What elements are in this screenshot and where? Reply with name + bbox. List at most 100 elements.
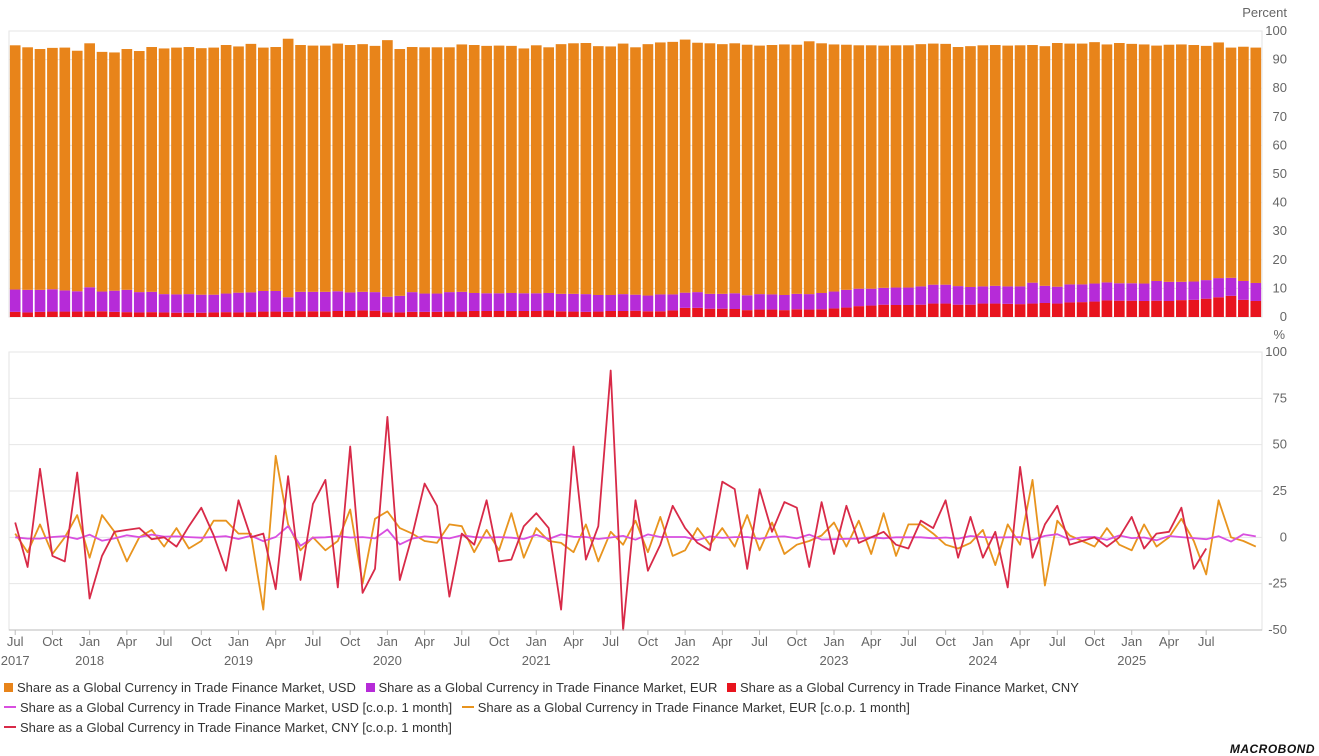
bar-cny (382, 312, 393, 317)
chart-svg: 0 10 20 30 40 50 60 70 80 90 100 Percent -50 -25 0 25 5… (1, 5, 1288, 668)
bar-eur (1200, 280, 1212, 299)
legend-entry-eur: Share as a Global Currency in Trade Fina… (365, 678, 717, 698)
bar-usd (940, 43, 951, 285)
bar-cny (853, 306, 865, 317)
bar-cny (183, 312, 195, 317)
bar-cny (878, 304, 889, 317)
bar-eur (754, 294, 765, 310)
bar-eur (1064, 284, 1076, 303)
bar-usd (890, 45, 902, 288)
bar-eur (592, 294, 604, 312)
bar-eur (1225, 277, 1237, 296)
x-month-label: Jul (305, 634, 322, 649)
bar-usd (692, 42, 703, 293)
bar-eur (952, 286, 964, 305)
bar-usd (530, 45, 542, 294)
bar-eur (481, 293, 492, 311)
bar-eur (729, 293, 741, 309)
x-month-label: Oct (340, 634, 361, 649)
bar-cny (1213, 297, 1224, 317)
bar-cny (927, 303, 939, 317)
bar-cny (841, 307, 852, 317)
bar-usd (1151, 45, 1162, 281)
bar-cny (729, 308, 741, 317)
x-month-label: Jan (228, 634, 249, 649)
bar-cny (890, 304, 902, 317)
bar-eur (1213, 278, 1224, 298)
bar-cny (1238, 299, 1249, 317)
bar-cny (1151, 300, 1162, 317)
bar-usd (394, 49, 406, 296)
bar-usd (1113, 43, 1125, 284)
bar-usd (915, 44, 927, 287)
bar-usd (617, 43, 629, 295)
bar-cny (754, 309, 765, 317)
bar-cny (481, 310, 492, 317)
bar-cny (865, 305, 877, 317)
bar-cny (320, 311, 331, 317)
macrobond-logo: MACROBOND (1229, 742, 1315, 756)
bar-cny (518, 310, 530, 317)
bar-usd (766, 45, 778, 295)
legend-swatch-cny-line (4, 726, 16, 728)
bar-eur (59, 290, 71, 312)
bar-eur (84, 287, 95, 312)
bar-cny (1089, 301, 1100, 317)
x-year-label: 2024 (968, 653, 997, 668)
bar-cny (456, 311, 468, 317)
bottom-y-tick-label: 25 (1273, 483, 1287, 498)
bar-cny (171, 312, 182, 317)
bar-cny (307, 311, 319, 317)
bottom-y-tick-label: 0 (1280, 529, 1287, 544)
bar-eur (1238, 280, 1249, 300)
bar-usd (679, 39, 691, 293)
legend-swatch-usd (4, 683, 13, 692)
bar-eur (71, 291, 83, 312)
bar-cny (1138, 300, 1150, 317)
bottom-y-tick-label: 50 (1273, 437, 1287, 452)
bar-cny (952, 304, 964, 317)
legend-label-usd: Share as a Global Currency in Trade Fina… (17, 680, 356, 695)
bar-usd (245, 43, 257, 293)
bar-cny (816, 309, 827, 317)
bar-eur (419, 293, 430, 312)
bar-usd (183, 47, 195, 295)
x-month-label: Jul (1049, 634, 1066, 649)
x-month-label: Apr (861, 634, 882, 649)
bar-usd (257, 47, 269, 291)
bar-eur (195, 294, 207, 313)
bar-usd (1250, 47, 1262, 283)
x-month-label: Jan (377, 634, 398, 649)
bar-cny (96, 311, 108, 317)
bar-eur (654, 294, 666, 312)
bar-eur (940, 284, 951, 304)
bar-eur (927, 284, 939, 304)
legend-swatch-cny (727, 683, 736, 692)
bar-eur (493, 293, 505, 311)
x-month-label: Oct (638, 634, 659, 649)
bar-cny (580, 311, 592, 317)
x-month-label: Jan (675, 634, 696, 649)
bar-eur (1151, 280, 1162, 301)
bar-eur (630, 294, 641, 311)
bar-cny (667, 310, 679, 317)
bar-usd (233, 46, 244, 293)
bar-eur (1188, 281, 1200, 300)
x-month-label: Apr (712, 634, 733, 649)
bar-usd (320, 45, 331, 292)
bar-eur (171, 294, 182, 313)
bar-usd (195, 48, 207, 295)
bar-usd (282, 38, 294, 298)
bar-cny (530, 310, 542, 317)
legend: Share as a Global Currency in Trade Fina… (4, 678, 1085, 738)
bar-eur (1027, 282, 1038, 304)
bar-cny (121, 312, 133, 317)
bar-usd (1076, 43, 1088, 285)
top-y-tick-label: 40 (1273, 195, 1287, 210)
bar-usd (1002, 45, 1014, 287)
bar-cny (642, 311, 654, 317)
x-month-label: Jul (454, 634, 471, 649)
bar-cny (394, 312, 406, 317)
top-y-tick-label: 70 (1273, 109, 1287, 124)
bar-cny (233, 312, 244, 317)
